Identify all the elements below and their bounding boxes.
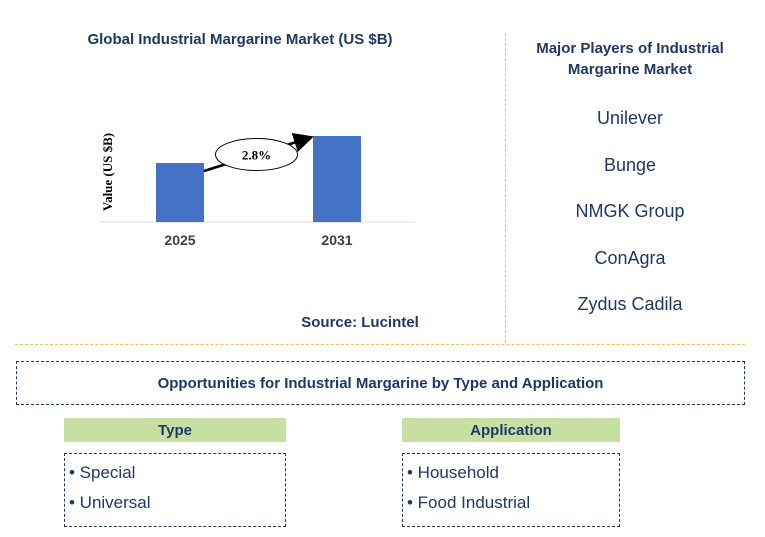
player-conagra: ConAgra [594, 247, 666, 268]
type-header: Type [64, 418, 286, 442]
bar-2031 [313, 136, 361, 222]
source-note: Source: Lucintel [301, 314, 419, 331]
application-list: • Household • Food Industrial [402, 453, 620, 527]
type-item-special: • Special [69, 463, 136, 482]
x-tick-2031: 2031 [321, 232, 352, 248]
bar-chart: Value (US $B) 2025 2031 2.8% [100, 133, 415, 248]
y-axis-label: Value (US $B) [100, 133, 115, 211]
vertical-divider [505, 33, 506, 343]
growth-rate-ellipse [215, 138, 298, 171]
player-nmgk-group: NMGK Group [575, 201, 685, 221]
type-list: • Special • Universal [64, 453, 286, 527]
player-unilever: Unilever [596, 108, 664, 128]
x-tick-2025: 2025 [164, 232, 195, 248]
application-item-food-industrial: • Food Industrial [407, 493, 531, 512]
type-item-universal: • Universal [69, 493, 151, 512]
application-item-household: • Household [407, 463, 499, 482]
player-bunge: Bunge [603, 154, 657, 175]
chart-title: Global Industrial Margarine Market (US $… [87, 31, 393, 48]
player-zydus-cadila: Zydus Cadila [577, 294, 683, 314]
horizontal-divider [15, 344, 745, 345]
players-title: Major Players of Industrial Margarine Ma… [536, 40, 724, 78]
bar-2025 [156, 163, 204, 222]
players-list: Unilever Bunge NMGK Group ConAgra Zydus … [515, 108, 745, 341]
opportunities-title: Opportunities for Industrial Margarine b… [16, 361, 745, 405]
growth-rate-label: 2.8% [242, 148, 271, 163]
application-header: Application [402, 418, 620, 442]
